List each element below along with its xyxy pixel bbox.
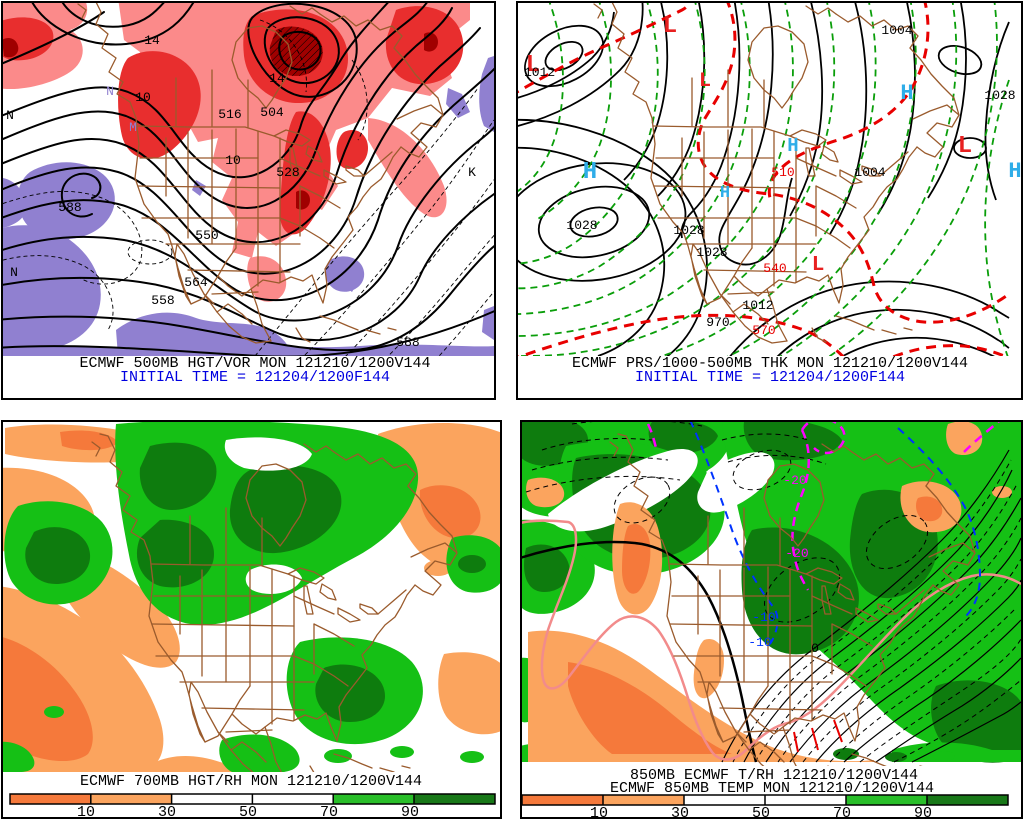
- temp-label-blue: -10: [752, 610, 775, 625]
- colorbar-tick: 50: [239, 804, 257, 819]
- pressure-label: 1004: [881, 23, 912, 38]
- thickness-labels: 510 540 570: [752, 165, 794, 338]
- letter-mark: N: [10, 265, 18, 280]
- high-marker: H: [720, 184, 730, 203]
- temp-contours-black: [522, 422, 1021, 763]
- panel-caption: ECMWF 500MB HGT/VOR MON 121210/1200V144: [79, 355, 430, 372]
- temp-contour-red-segments: [793, 719, 843, 753]
- pressure-label: 1004: [854, 165, 885, 180]
- panel-frame: [1, 420, 502, 819]
- temp-contour-magenta-dashed: [646, 422, 1000, 591]
- height-label: 558: [151, 293, 174, 308]
- height-label: 516: [218, 107, 241, 122]
- temp-labels: -10 -10 0 -20 -20: [748, 473, 819, 656]
- colorbar-tick: 90: [401, 804, 419, 819]
- temp-label-magenta: -20: [785, 546, 808, 561]
- colorbar-tick: 50: [752, 805, 770, 819]
- letter-mark: N: [6, 108, 14, 123]
- temp-label-blue: -10: [748, 635, 771, 650]
- panel-caption: ECMWF 700MB HGT/RH MON 121210/1200V144: [80, 773, 422, 790]
- colorbar-tick: 30: [158, 804, 176, 819]
- letter-mark: K: [468, 165, 476, 180]
- panel-frame: [1, 1, 496, 400]
- panel-caption-line1: 850MB ECMWF T/RH 121210/1200V144: [630, 767, 918, 784]
- panel-frame: [516, 1, 1023, 400]
- high-marker: H: [583, 159, 597, 186]
- initial-time-caption: INITIAL TIME = 121204/1200F144: [120, 369, 390, 386]
- high-marker: H: [900, 81, 913, 106]
- height-label: 550: [195, 228, 218, 243]
- colorbar-tick: 10: [77, 804, 95, 819]
- colorbar-tick: 30: [671, 805, 689, 819]
- rh-orange-shading: [526, 422, 1012, 762]
- pressure-label: 1012: [524, 65, 555, 80]
- panel-mslp-thickness: H H H H H L L L L L 1012 1028 1028 1028 …: [516, 1, 1023, 400]
- temp-label-black: 0: [811, 641, 819, 656]
- low-marker: L: [699, 70, 711, 93]
- high-marker: H: [1008, 159, 1021, 184]
- panel-850mb-temp-rh: -10 -10 0 -20 -20 850MB ECMWF T/RH 12121…: [520, 420, 1023, 819]
- vorticity-label: 14: [144, 33, 160, 48]
- rh-colorbar: 10 30 50 70 90: [521, 794, 1009, 819]
- colorbar-tick: 70: [833, 805, 851, 819]
- height-labels: 588 550 564 558 528 504 516 588 14 10 10…: [6, 33, 476, 350]
- pressure-label: 1012: [742, 298, 773, 313]
- high-marker: H: [787, 135, 798, 157]
- temp-contour-pink: [522, 519, 1021, 761]
- pressure-label: 1028: [566, 218, 597, 233]
- thickness-contours-red: [518, 3, 1010, 356]
- height-label: 564: [184, 275, 208, 290]
- panel-700mb-rh: ECMWF 700MB HGT/RH MON 121210/1200V144 1…: [1, 420, 502, 819]
- vorticity-label: 14: [269, 71, 285, 86]
- low-marker: L: [958, 133, 972, 160]
- thickness-label: 570: [752, 323, 775, 338]
- height-label: 588: [396, 335, 419, 350]
- panel-caption-line2: ECMWF 850MB TEMP MON 121210/1200V144: [610, 780, 934, 797]
- rh-green-shading: [3, 422, 500, 772]
- height-label: 588: [58, 200, 81, 215]
- vorticity-contours-dashed: [3, 19, 494, 356]
- low-marker: L: [663, 13, 677, 40]
- pressure-center-markers: H H H H H L L L L L: [526, 13, 1021, 277]
- isobar-contours: [518, 3, 1010, 356]
- temp-contour-blue-dashed: [689, 422, 982, 645]
- thickness-label: 510: [771, 165, 794, 180]
- pressure-label: 1028: [673, 223, 704, 238]
- vorticity-label: 10: [225, 153, 241, 168]
- pressure-labels: 1012 1028 1028 1028 1012 970 1004 1028 1…: [524, 23, 1016, 330]
- vorticity-label: 10: [135, 90, 151, 105]
- colorbar-tick: 10: [590, 805, 608, 819]
- colorbar-tick: 90: [914, 805, 932, 819]
- panel-frame: [520, 420, 1023, 819]
- height-label: 504: [260, 105, 284, 120]
- panel-caption: ECMWF PRS/1000-500MB THK MON 121210/1200…: [572, 355, 968, 372]
- positive-vorticity-shading: [3, 3, 470, 302]
- low-marker: L: [812, 254, 825, 277]
- temp-label-magenta: -20: [783, 473, 806, 488]
- thickness-contours-green: [518, 3, 1010, 356]
- rh-colorbar: 10 30 50 70 90: [9, 793, 496, 819]
- initial-time-caption: INITIAL TIME = 121204/1200F144: [635, 369, 905, 386]
- letter-mark: M: [129, 120, 137, 135]
- panel-500mb-hgt-vor: 588 550 564 558 528 504 516 588 14 10 10…: [1, 1, 496, 400]
- thickness-label: 540: [763, 261, 786, 276]
- colorbar-tick: 70: [320, 804, 338, 819]
- low-marker: L: [526, 52, 540, 79]
- letter-mark: N: [106, 84, 114, 99]
- height-contours: [3, 3, 494, 356]
- pressure-label: 1028: [696, 245, 727, 260]
- height-label: 528: [276, 165, 299, 180]
- pressure-label: 970: [706, 315, 729, 330]
- pressure-label: 1028: [984, 88, 1015, 103]
